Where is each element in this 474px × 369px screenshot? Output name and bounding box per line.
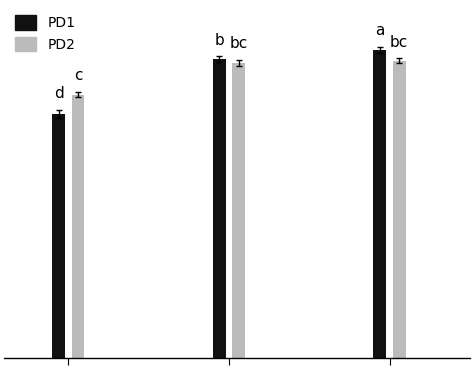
Text: a: a [375,23,384,38]
Bar [374,50,386,358]
Bar [52,114,65,358]
Text: c: c [74,68,82,83]
Bar [232,63,245,358]
Bar [393,61,406,358]
Legend: PD1, PD2: PD1, PD2 [11,11,79,56]
Bar [213,59,226,358]
Text: b: b [214,32,224,48]
Text: bc: bc [390,35,408,49]
Text: d: d [54,86,64,101]
Text: bc: bc [229,36,248,51]
Bar [72,94,84,358]
